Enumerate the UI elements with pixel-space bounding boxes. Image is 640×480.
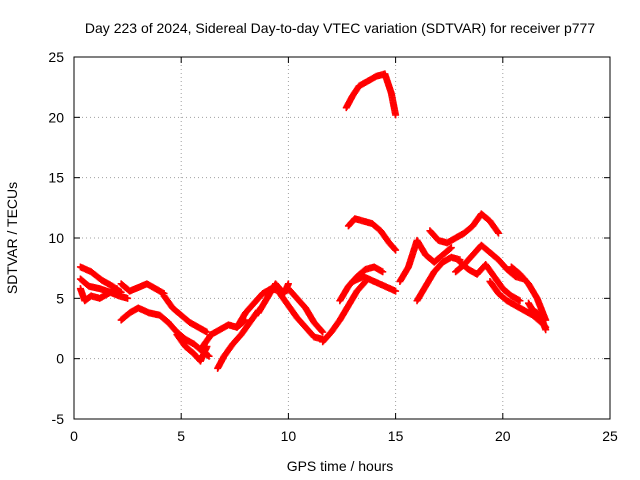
series-track-12 <box>254 280 292 317</box>
series-track-21 <box>413 253 464 305</box>
data-point <box>205 352 213 360</box>
data-point <box>379 268 387 276</box>
series-track-26 <box>507 263 550 324</box>
y-tick-label: 5 <box>56 290 64 306</box>
data-point <box>446 245 454 253</box>
series-track-19 <box>344 215 400 254</box>
series-track-22 <box>426 210 503 247</box>
series-track-03 <box>76 285 121 305</box>
y-tick-label: -5 <box>52 411 65 427</box>
x-tick-label: 10 <box>281 428 297 444</box>
x-axis-label: GPS time / hours <box>287 458 394 474</box>
data-point <box>494 228 502 236</box>
x-tick-label: 20 <box>495 428 511 444</box>
series-track-27 <box>525 299 550 334</box>
series-track-08 <box>173 331 211 365</box>
y-tick-label: 25 <box>48 49 64 65</box>
data-point <box>542 326 550 334</box>
series-track-10 <box>214 306 262 372</box>
series-track-14 <box>284 285 327 336</box>
chart-title: Day 223 of 2024, Sidereal Day-to-day VTE… <box>85 20 595 36</box>
data-point <box>392 246 400 254</box>
data-point <box>495 229 503 237</box>
data-point <box>113 285 121 293</box>
x-tick-label: 25 <box>602 428 618 444</box>
series-track-23 <box>452 241 528 283</box>
data-point <box>516 297 524 305</box>
y-tick-label: 15 <box>48 170 64 186</box>
data-point <box>124 294 132 302</box>
y-tick-label: 20 <box>48 109 64 125</box>
series-track-15 <box>319 277 370 346</box>
data-point <box>318 327 326 335</box>
x-tick-label: 0 <box>70 428 78 444</box>
y-tick-label: 0 <box>56 351 64 367</box>
series-track-20 <box>396 236 455 285</box>
series-track-13 <box>276 290 327 343</box>
series-track-17 <box>349 273 400 295</box>
data-markers <box>76 70 550 372</box>
data-point <box>392 287 400 295</box>
series-track-18 <box>342 70 400 119</box>
series-track-24 <box>456 258 524 305</box>
series-track-06 <box>160 292 211 336</box>
data-point <box>391 245 399 253</box>
axis-ticks: 0 5 10 15 20 25 -5 0 5 10 15 20 25 <box>48 49 618 444</box>
series-track-05 <box>117 304 172 326</box>
y-tick-label: 10 <box>48 230 64 246</box>
data-point <box>392 111 400 119</box>
x-tick-label: 15 <box>388 428 404 444</box>
grid-lines <box>74 57 610 419</box>
y-axis-label: SDTVAR / TECUs <box>4 182 20 294</box>
x-tick-label: 5 <box>177 428 185 444</box>
data-point <box>319 328 327 336</box>
data-point <box>203 328 211 336</box>
data-point <box>447 244 455 252</box>
